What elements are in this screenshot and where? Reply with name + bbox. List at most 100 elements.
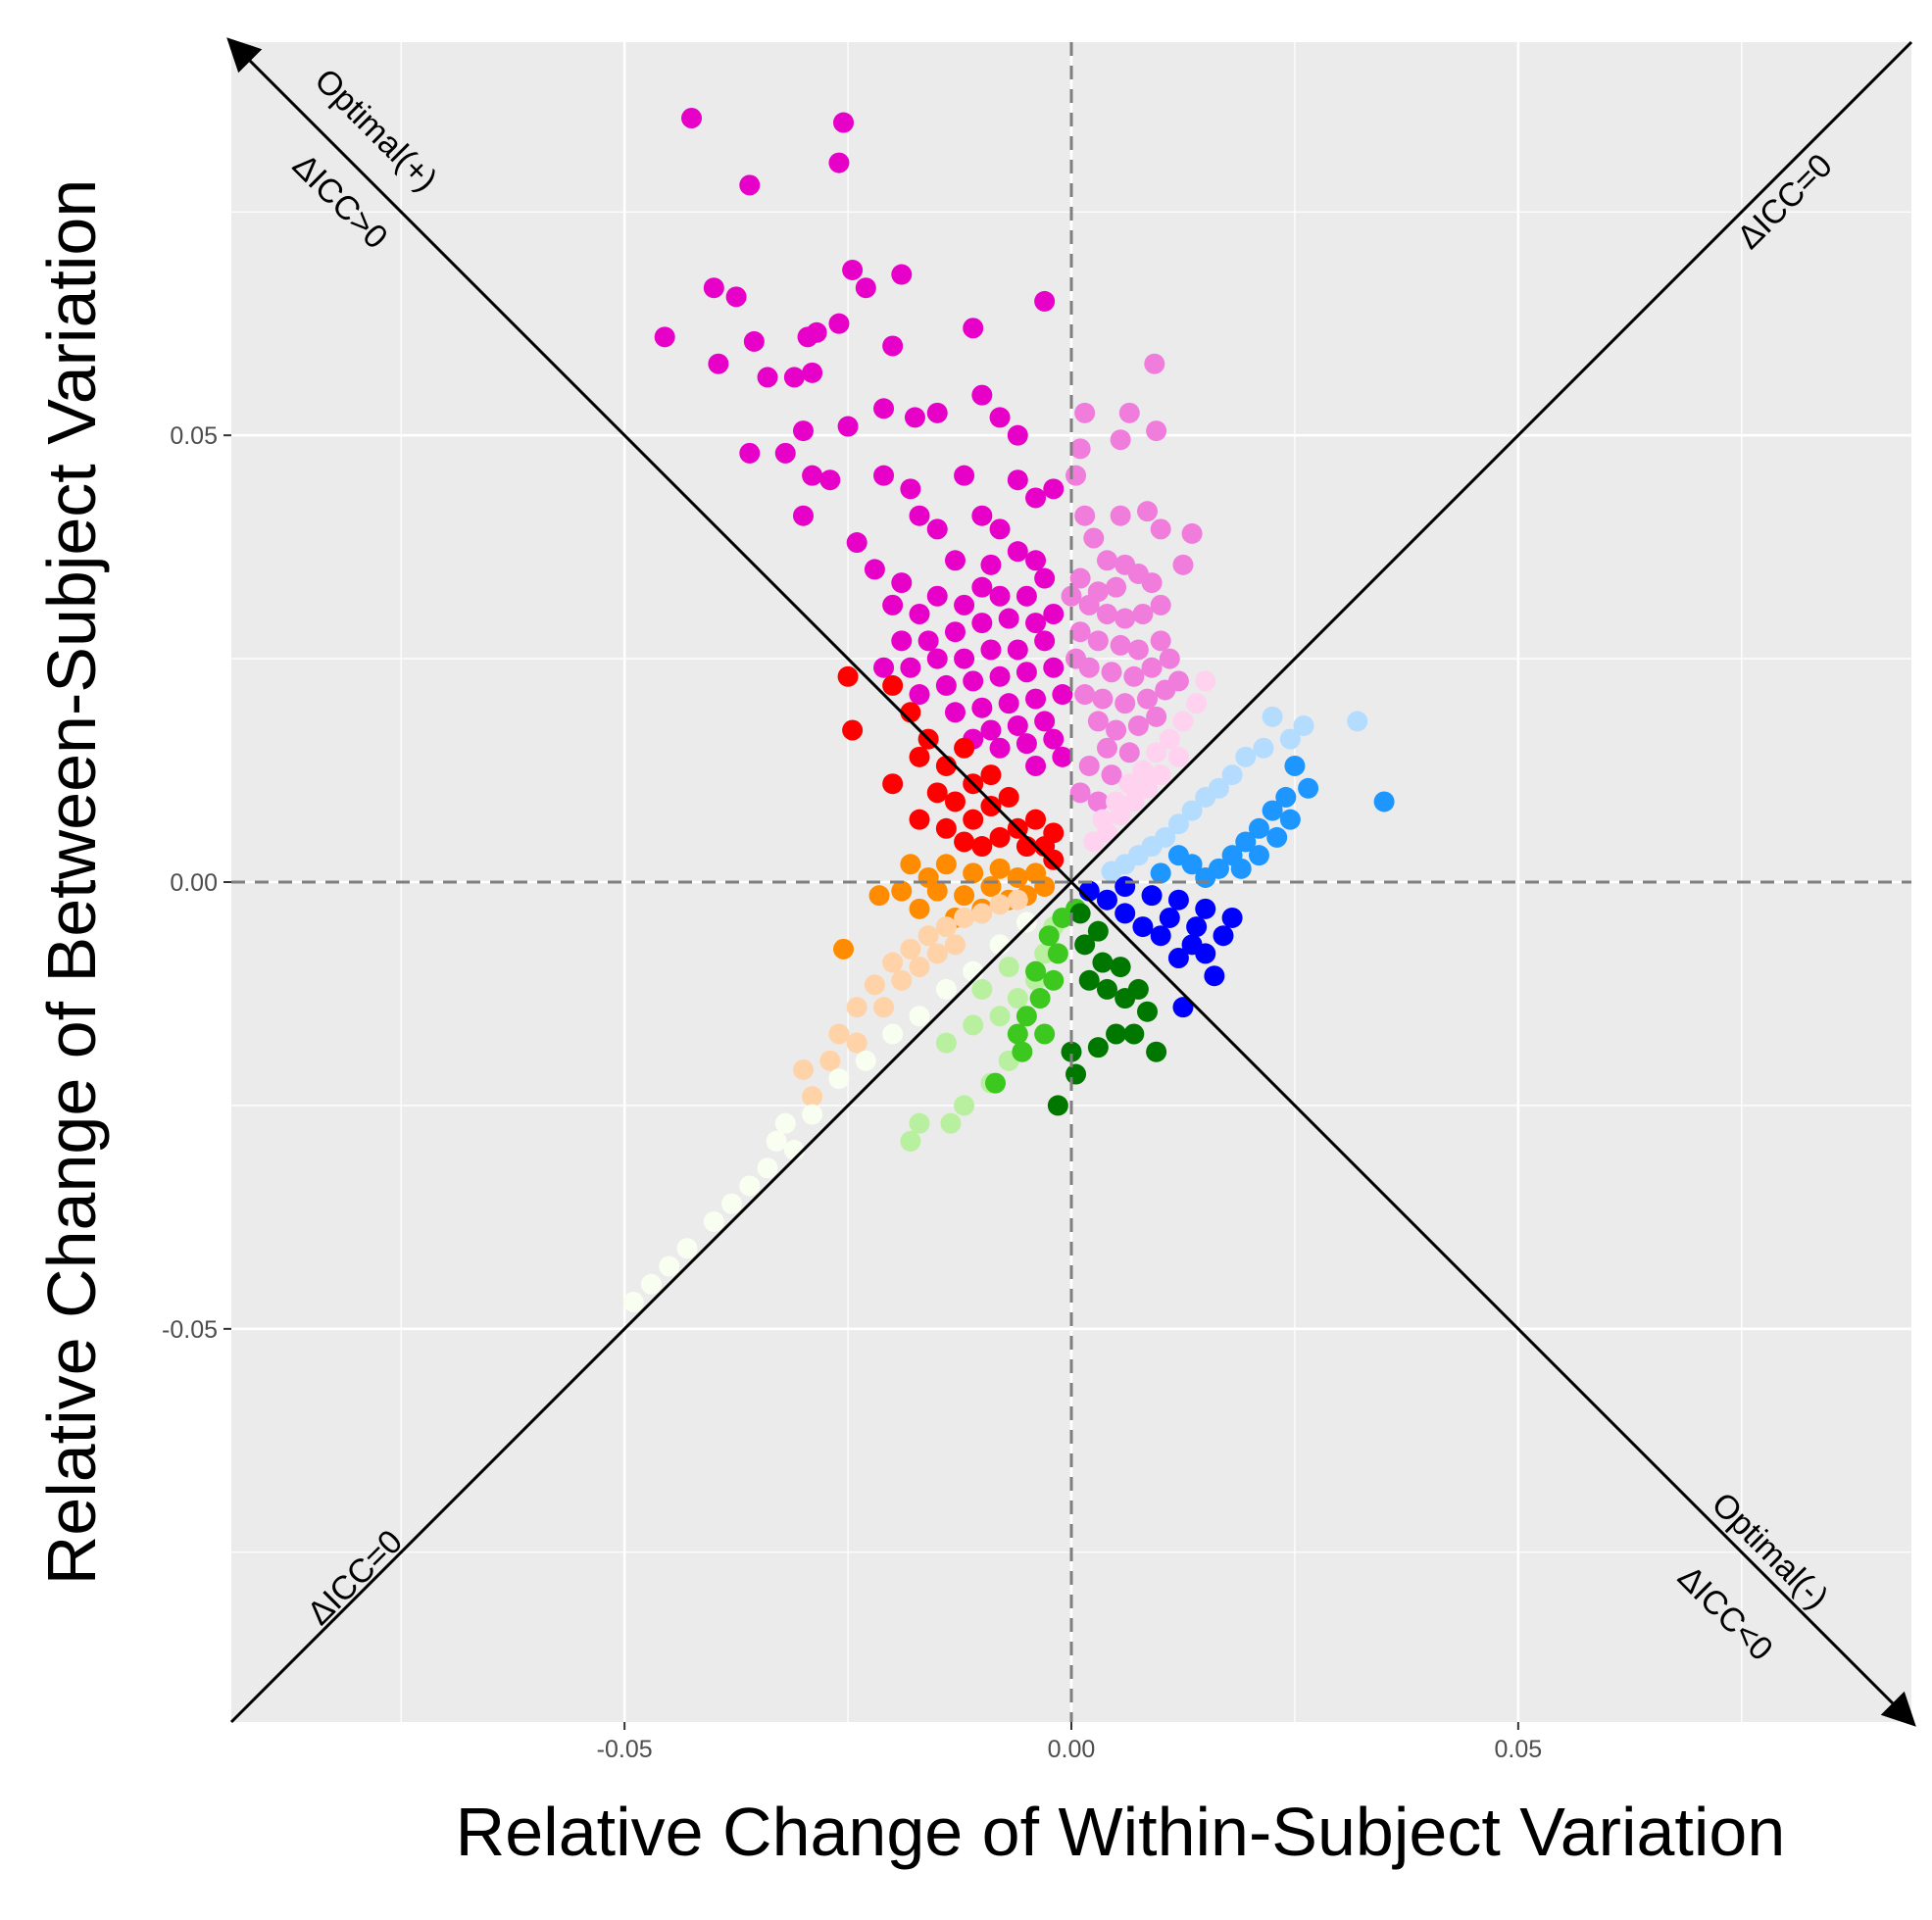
data-point <box>971 836 993 858</box>
data-point <box>1110 634 1131 656</box>
data-point <box>1007 866 1028 888</box>
data-point <box>954 1095 975 1116</box>
data-point <box>1078 594 1100 615</box>
data-point <box>944 550 966 571</box>
data-point <box>1159 907 1180 928</box>
data-point <box>1025 960 1047 982</box>
data-point <box>1052 684 1073 706</box>
data-point <box>802 465 823 486</box>
data-point <box>998 608 1019 629</box>
data-point <box>1038 925 1060 947</box>
data-point <box>1065 1063 1087 1085</box>
data-point <box>1186 693 1208 714</box>
data-point <box>1213 925 1234 947</box>
data-point <box>882 1023 904 1045</box>
data-point <box>944 621 966 643</box>
x-tick-label: 0.00 <box>1048 1736 1096 1763</box>
data-point <box>980 796 1002 817</box>
data-point <box>1195 898 1216 919</box>
data-point <box>1069 567 1091 589</box>
data-point <box>1016 662 1037 683</box>
data-point <box>703 1210 724 1232</box>
data-point <box>1181 934 1203 956</box>
data-point <box>1195 670 1216 692</box>
data-point <box>739 1175 761 1197</box>
data-point <box>641 1273 662 1295</box>
data-point <box>1136 777 1158 799</box>
data-point <box>1087 630 1109 652</box>
data-point <box>909 684 930 706</box>
data-point <box>1172 711 1194 732</box>
data-point <box>954 737 975 759</box>
data-point <box>944 702 966 723</box>
data-point <box>654 326 675 348</box>
data-point <box>971 978 993 1000</box>
data-point <box>944 791 966 812</box>
data-point <box>1172 997 1194 1018</box>
data-point <box>828 152 850 173</box>
data-point <box>971 613 993 634</box>
data-point <box>989 518 1011 540</box>
data-point <box>909 505 930 526</box>
data-point <box>882 952 904 973</box>
data-point <box>1007 1023 1028 1045</box>
data-point <box>1181 522 1203 544</box>
data-point <box>1230 858 1252 879</box>
data-point <box>855 277 876 299</box>
data-point <box>864 974 885 996</box>
data-point <box>1127 978 1149 1000</box>
data-point <box>1043 657 1065 678</box>
data-point <box>1007 541 1028 563</box>
data-point <box>891 630 913 652</box>
data-point <box>1096 889 1117 911</box>
y-tick-label: 0.05 <box>170 422 218 450</box>
data-point <box>783 367 805 388</box>
data-point <box>774 1112 796 1134</box>
data-point <box>828 313 850 334</box>
data-point <box>926 648 948 669</box>
data-point <box>1007 988 1028 1009</box>
data-point <box>1167 947 1189 968</box>
data-point <box>1043 822 1065 844</box>
data-point <box>1248 845 1269 866</box>
data-point <box>1087 920 1109 942</box>
data-point <box>1069 621 1091 643</box>
data-point <box>1150 925 1171 947</box>
data-point <box>1136 1001 1158 1022</box>
data-point <box>900 657 921 678</box>
data-point <box>900 938 921 960</box>
data-point <box>1266 826 1288 848</box>
data-point <box>833 938 855 960</box>
data-point <box>1373 791 1395 812</box>
data-point <box>1096 550 1117 571</box>
data-point <box>774 442 796 464</box>
data-point <box>1150 594 1171 615</box>
data-point <box>935 817 957 839</box>
data-point <box>935 978 957 1000</box>
data-point <box>659 1255 680 1277</box>
data-point <box>1065 648 1087 669</box>
data-point <box>926 782 948 804</box>
data-point <box>980 639 1002 661</box>
data-point <box>676 1238 698 1259</box>
data-point <box>1172 554 1194 575</box>
data-point <box>1087 1037 1109 1058</box>
data-point <box>1052 746 1073 767</box>
data-point <box>1118 742 1140 763</box>
data-point <box>1123 1023 1145 1045</box>
data-point <box>989 894 1011 915</box>
data-point <box>1118 402 1140 423</box>
data-point <box>1146 742 1167 763</box>
data-point <box>980 719 1002 741</box>
data-point <box>837 416 859 437</box>
data-point <box>1144 353 1165 374</box>
y-axis-title: Relative Change of Between-Subject Varia… <box>33 179 110 1586</box>
data-point <box>1096 737 1117 759</box>
data-point <box>1087 791 1109 812</box>
data-point <box>926 585 948 607</box>
data-point <box>1065 465 1087 486</box>
data-point <box>1221 907 1243 928</box>
data-point <box>1127 639 1149 661</box>
data-point <box>1235 746 1257 767</box>
data-point <box>954 831 975 853</box>
